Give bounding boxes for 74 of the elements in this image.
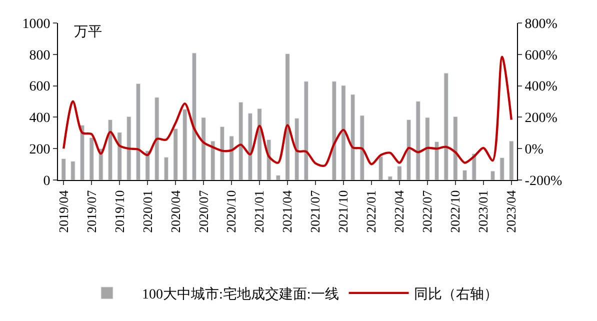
- x-tick-label: 2021/07: [308, 190, 323, 233]
- bar: [154, 97, 160, 180]
- y2-tick-label: 400%: [524, 80, 558, 95]
- x-tick-label: 2021/10: [336, 190, 351, 233]
- bar: [509, 140, 514, 180]
- bar: [397, 166, 402, 180]
- bar: [117, 132, 122, 180]
- bar: [500, 157, 504, 180]
- bar: [285, 54, 290, 180]
- y-tick-label: 0: [43, 174, 50, 189]
- bar: [276, 175, 281, 180]
- x-tick-label: 2023/01: [476, 190, 491, 233]
- bar: [294, 118, 300, 180]
- y-tick-label: 1000: [22, 16, 50, 32]
- x-tick-label: 2020/07: [196, 190, 211, 233]
- y-tick-label: 200: [29, 142, 50, 158]
- bar: [145, 150, 150, 180]
- y2-tick-label: 800%: [524, 16, 558, 32]
- bar: [341, 85, 346, 180]
- bar: [70, 161, 76, 180]
- bar: [89, 137, 94, 180]
- bar: [108, 119, 113, 180]
- bar: [126, 116, 132, 180]
- bar: [360, 115, 364, 180]
- bar: [434, 141, 440, 180]
- bar: [257, 108, 262, 180]
- x-tick-label: 2023/04: [504, 190, 519, 233]
- x-tick-label: 2022/07: [420, 190, 435, 233]
- x-tick-label: 2021/04: [280, 190, 295, 233]
- bar: [332, 81, 336, 180]
- x-tick-label: 2021/01: [252, 190, 267, 233]
- y-axis-title: 万平: [74, 25, 102, 40]
- y2-tick-label: 200%: [524, 111, 558, 126]
- bar: [406, 119, 412, 180]
- bar: [61, 158, 66, 180]
- bar: [416, 101, 420, 180]
- bar: [220, 126, 225, 180]
- bar: [238, 102, 244, 180]
- bar: [304, 81, 309, 180]
- bar: [192, 52, 197, 180]
- x-tick-label: 2020/04: [168, 190, 183, 233]
- y-tick-label: 400: [29, 111, 50, 126]
- bar: [173, 128, 178, 180]
- bar: [182, 108, 188, 180]
- bar: [462, 170, 468, 180]
- y2-tick-label: -200%: [524, 174, 562, 189]
- bar: [164, 156, 169, 180]
- legend-label: 100大中城市:宅地成交建面:一线: [142, 286, 339, 302]
- bar: [378, 156, 384, 180]
- legend-label: 同比（右轴）: [414, 286, 498, 302]
- y2-tick-label: 0%: [524, 142, 544, 158]
- bar: [453, 116, 458, 180]
- line-series: [62, 56, 512, 167]
- bar: [201, 117, 206, 180]
- x-tick-label: 2019/10: [112, 190, 127, 233]
- bar: [444, 72, 448, 180]
- bar: [425, 117, 430, 180]
- bar: [229, 136, 234, 180]
- bar: [248, 113, 253, 180]
- x-tick-label: 2022/10: [448, 190, 463, 233]
- bar: [210, 140, 216, 180]
- x-tick-label: 2019/04: [56, 190, 71, 233]
- x-tick-label: 2022/01: [364, 190, 379, 233]
- bar: [388, 176, 392, 180]
- x-tick-label: 2020/10: [224, 190, 239, 233]
- x-tick-label: 2020/01: [140, 190, 155, 233]
- bar: [136, 83, 141, 180]
- bar: [490, 170, 496, 180]
- y2-tick-label: 600%: [524, 48, 558, 64]
- bar: [350, 94, 356, 180]
- x-tick-label: 2019/07: [84, 190, 99, 233]
- y-tick-label: 800: [29, 48, 50, 64]
- y-tick-label: 600: [29, 80, 50, 95]
- x-tick-label: 2022/04: [392, 190, 407, 233]
